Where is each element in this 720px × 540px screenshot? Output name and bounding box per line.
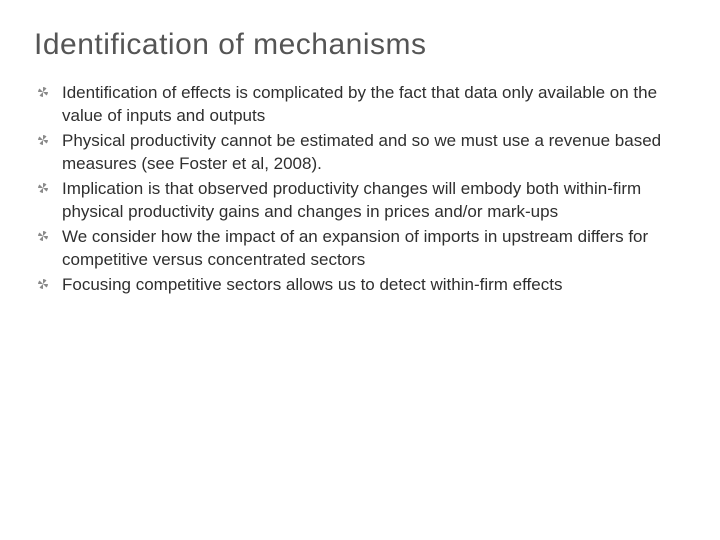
- pinwheel-icon: [36, 274, 50, 294]
- bullet-text: Physical productivity cannot be estimate…: [62, 131, 661, 173]
- list-item: Implication is that observed productivit…: [34, 178, 690, 224]
- list-item: Identification of effects is complicated…: [34, 82, 690, 128]
- pinwheel-icon: [36, 178, 50, 198]
- bullet-text: We consider how the impact of an expansi…: [62, 227, 648, 269]
- bullet-list: Identification of effects is complicated…: [34, 82, 690, 296]
- bullet-text: Focusing competitive sectors allows us t…: [62, 275, 562, 294]
- pinwheel-icon: [36, 226, 50, 246]
- pinwheel-icon: [36, 130, 50, 150]
- slide: Identification of mechanisms Identificat…: [0, 0, 720, 540]
- list-item: We consider how the impact of an expansi…: [34, 226, 690, 272]
- list-item: Focusing competitive sectors allows us t…: [34, 274, 690, 297]
- bullet-text: Implication is that observed productivit…: [62, 179, 641, 221]
- slide-title: Identification of mechanisms: [34, 28, 690, 62]
- bullet-text: Identification of effects is complicated…: [62, 83, 657, 125]
- pinwheel-icon: [36, 82, 50, 102]
- list-item: Physical productivity cannot be estimate…: [34, 130, 690, 176]
